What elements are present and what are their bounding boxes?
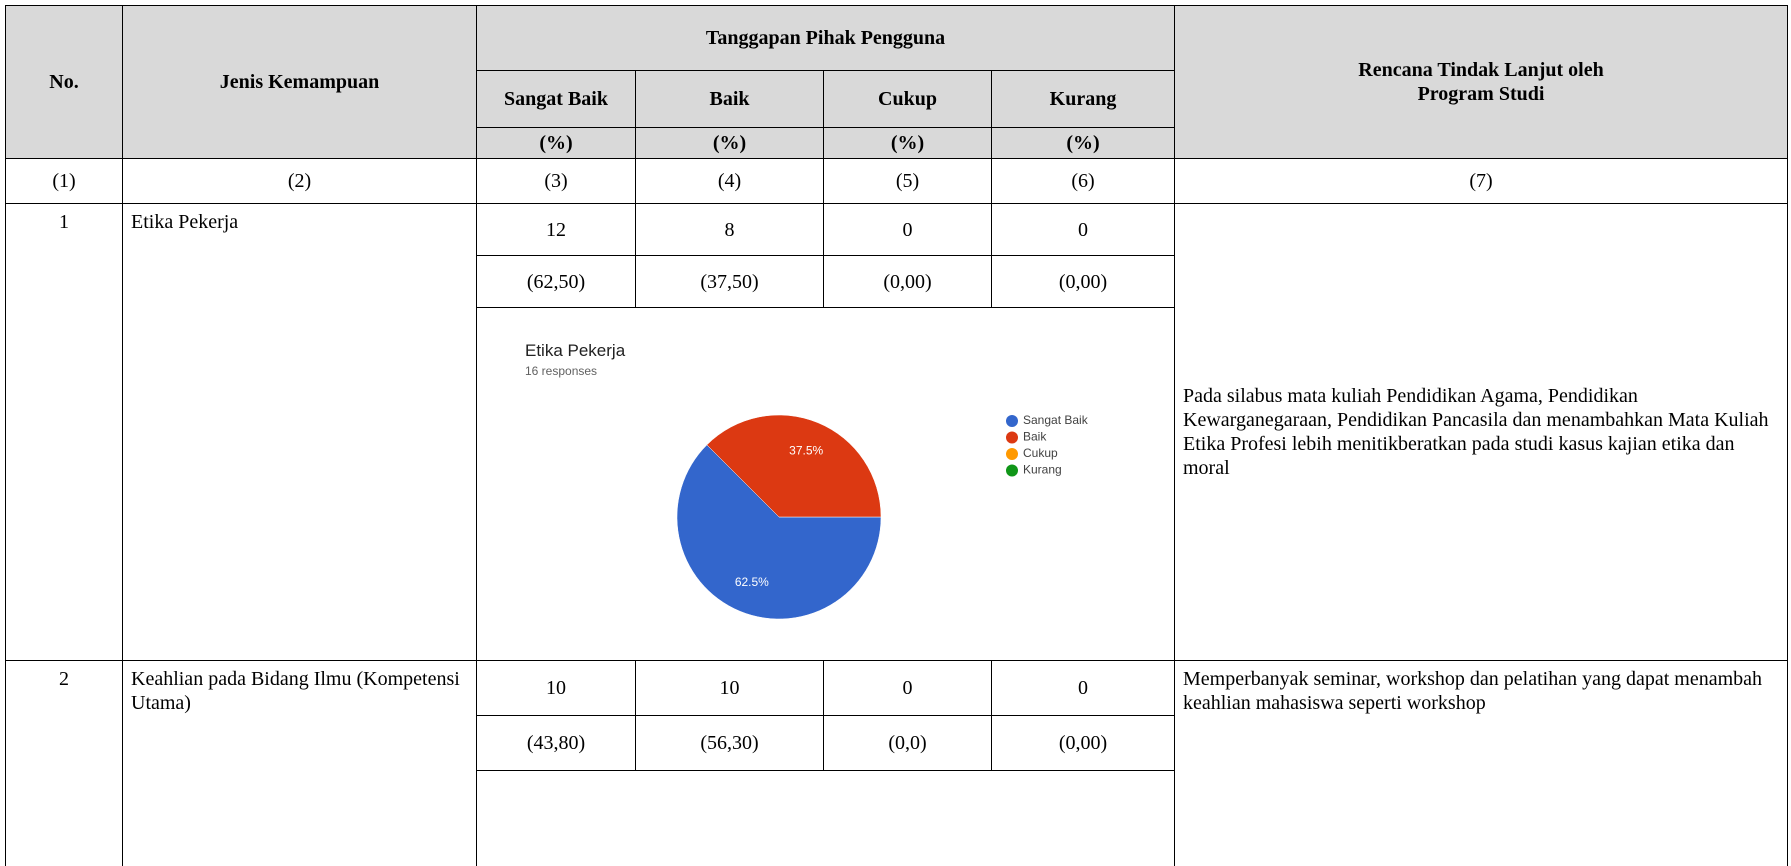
header-column: Sangat Baik <box>476 70 636 128</box>
header-unit-text: (%) <box>890 132 925 154</box>
legend-swatch <box>1006 448 1018 460</box>
count-text: 12 <box>546 218 566 241</box>
row-no: 1 <box>5 203 123 661</box>
percent-text: (62,50) <box>526 270 586 293</box>
percent: (0,00) <box>991 255 1175 308</box>
header-unit-text: (%) <box>712 132 747 154</box>
column-number: (7) <box>1174 158 1788 204</box>
percent-text: (43,80) <box>526 732 586 754</box>
column-number-text: (2) <box>287 170 312 192</box>
count-text: 10 <box>719 677 740 699</box>
percent-text: (0,0) <box>888 732 927 754</box>
legend-swatch <box>1006 415 1018 427</box>
percent: (0,00) <box>991 715 1175 771</box>
column-number-text: (5) <box>895 170 920 192</box>
count: 10 <box>635 660 824 716</box>
header-unit: (%) <box>823 127 992 159</box>
column-number: (1) <box>5 158 123 204</box>
chart-cell: Etika Pekerja 16 responses 62.5% 37.5% Sanga… <box>476 307 1175 661</box>
legend-label: Sangat Baik <box>1023 413 1089 427</box>
count-text: 0 <box>902 677 913 699</box>
pie-slice <box>676 444 882 620</box>
percent-text: (0,00) <box>1058 732 1108 754</box>
row-plan-text: Pada silabus mata kuliah Pendidikan Agam… <box>1183 385 1769 479</box>
legend-swatch <box>1006 464 1018 477</box>
row-plan-text: Memperbanyak seminar, workshop dan pelat… <box>1183 668 1763 714</box>
percent: (62,50) <box>476 255 636 308</box>
legend-label: Cukup <box>1023 446 1058 460</box>
row-plan: Memperbanyak seminar, workshop dan pelat… <box>1174 660 1788 866</box>
header-plan: Rencana Tindak Lanjut oleh Program Studi <box>1174 5 1788 159</box>
header-group: Tanggapan Pihak Pengguna <box>476 5 1175 71</box>
percent-text: (56,30) <box>700 732 759 754</box>
column-number: (6) <box>991 158 1175 204</box>
chart-title: Etika Pekerja <box>525 341 626 360</box>
count-text: 0 <box>1078 677 1088 699</box>
count: 0 <box>823 203 992 256</box>
header-unit: (%) <box>991 127 1175 159</box>
slice-label: 62.5% <box>735 575 769 589</box>
count-text: 8 <box>724 218 735 241</box>
count: 8 <box>635 203 824 256</box>
legend-label: Baik <box>1023 430 1047 444</box>
count: 12 <box>476 203 636 256</box>
percent: (56,30) <box>635 715 824 771</box>
header-column-text: Kurang <box>1049 88 1117 110</box>
header-column-text: Cukup <box>878 88 937 110</box>
percent-text: (37,50) <box>700 270 759 293</box>
column-number-text: (6) <box>1071 170 1095 192</box>
legend-label: Kurang <box>1023 463 1062 477</box>
header-name: Jenis Kemampuan <box>122 5 477 159</box>
row-name: Keahlian pada Bidang Ilmu (Kompetensi Ut… <box>122 660 477 866</box>
count: 0 <box>991 203 1175 256</box>
header-column-text: Baik <box>709 88 750 110</box>
header-no-text: No. <box>49 71 79 93</box>
header-unit-text: (%) <box>539 132 573 154</box>
percent: (37,50) <box>635 255 824 308</box>
percent-text: (0,00) <box>883 270 932 293</box>
pie-chart: Etika Pekerja 16 responses 62.5% 37.5% Sanga… <box>525 341 1089 620</box>
header-plan-text: Rencana Tindak Lanjut oleh Program Studi <box>1358 59 1604 105</box>
row-plan: Pada silabus mata kuliah Pendidikan Agam… <box>1174 203 1788 661</box>
row-no-text: 2 <box>59 668 69 690</box>
percent: (0,0) <box>823 715 992 771</box>
column-number: (2) <box>122 158 477 204</box>
column-number: (4) <box>635 158 824 204</box>
legend-swatch <box>1006 431 1018 444</box>
count-text: 0 <box>902 218 913 241</box>
header-column: Cukup <box>823 70 992 128</box>
column-number-text: (4) <box>717 170 742 192</box>
header-unit: (%) <box>635 127 824 159</box>
pie-slice <box>706 414 882 518</box>
row-no: 2 <box>5 660 123 866</box>
percent: (0,00) <box>823 255 992 308</box>
header-column-text: Sangat Baik <box>504 88 608 110</box>
header-unit: (%) <box>476 127 636 159</box>
column-number-text: (7) <box>1469 170 1493 192</box>
row-name-text: Keahlian pada Bidang Ilmu (Kompetensi Ut… <box>131 668 460 714</box>
count-text: 10 <box>546 677 566 699</box>
row-name-text: Etika Pekerja <box>131 211 239 233</box>
header-name-text: Jenis Kemampuan <box>219 71 380 93</box>
count: 0 <box>991 660 1175 716</box>
column-number-text: (3) <box>544 170 568 192</box>
header-column: Baik <box>635 70 824 128</box>
row-no-text: 1 <box>59 211 69 233</box>
header-column: Kurang <box>991 70 1175 128</box>
header-unit-text: (%) <box>1066 132 1100 154</box>
header-no: No. <box>5 5 123 159</box>
percent-text: (0,00) <box>1058 270 1108 293</box>
count-text: 0 <box>1078 218 1088 241</box>
chart-subtitle: 16 responses <box>525 364 597 378</box>
percent: (43,80) <box>476 715 636 771</box>
column-number: (5) <box>823 158 992 204</box>
count: 0 <box>823 660 992 716</box>
column-number-text: (1) <box>52 170 76 192</box>
slice-label: 37.5% <box>789 444 823 458</box>
header-group-text: Tanggapan Pihak Pengguna <box>705 27 946 49</box>
column-number: (3) <box>476 158 636 204</box>
count: 10 <box>476 660 636 716</box>
row-name: Etika Pekerja <box>122 203 477 661</box>
